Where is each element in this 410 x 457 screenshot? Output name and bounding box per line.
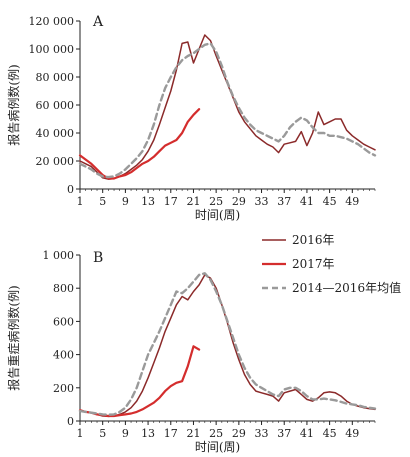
- x-tick-label: 21: [186, 195, 200, 208]
- x-tick-label: 41: [300, 427, 314, 440]
- series-line-2: [78, 42, 377, 179]
- x-tick-label: 29: [232, 427, 246, 440]
- y-axis-label: 报告重症病例数(例): [6, 285, 21, 390]
- x-tick-label: 37: [277, 195, 291, 208]
- x-tick-label: 5: [99, 195, 106, 208]
- series-line-2: [78, 272, 377, 416]
- x-tick-label: 1: [77, 427, 84, 440]
- panel-label: A: [92, 14, 104, 30]
- legend-label: 2016年: [292, 233, 335, 247]
- chart-panel-a: 0 20 000 40 000 60 000 80 000 100 000 120 000 1…: [6, 14, 377, 222]
- x-tick-label: 45: [323, 427, 337, 440]
- x-tick-label: 25: [209, 427, 223, 440]
- x-tick-label: 33: [255, 427, 269, 440]
- x-tick-label: 37: [277, 427, 291, 440]
- x-tick-label: 45: [323, 195, 337, 208]
- y-axis-label: 报告病例数(例): [6, 64, 21, 145]
- y-tick-label: 20 000: [36, 155, 75, 168]
- y-tick-label: 0: [67, 183, 74, 196]
- x-tick-label: 1: [77, 195, 84, 208]
- y-tick-label: 80 000: [36, 71, 75, 84]
- y-tick-label: 200: [53, 382, 74, 395]
- x-tick-label: 25: [209, 195, 223, 208]
- series-line-1: [78, 108, 201, 180]
- y-tick-label: 0: [67, 415, 74, 428]
- y-tick-label: 120 000: [29, 15, 75, 28]
- x-axis-label: 时间(周): [195, 208, 240, 222]
- y-tick-label: 40 000: [36, 127, 75, 140]
- legend-label: 2014—2016年均值: [292, 280, 401, 295]
- legend: 2016年 2017年 2014—2016年均值: [262, 233, 401, 295]
- panel-label: B: [93, 250, 103, 266]
- x-tick-label: 13: [141, 195, 155, 208]
- x-tick-label: 21: [186, 427, 200, 440]
- x-tick-label: 5: [99, 427, 106, 440]
- legend-label: 2017年: [292, 257, 335, 271]
- y-tick-label: 400: [53, 349, 74, 362]
- y-tick-label: 60 000: [36, 99, 75, 112]
- series-line-1: [78, 345, 201, 418]
- x-tick-label: 17: [164, 195, 178, 208]
- x-tick-label: 29: [232, 195, 246, 208]
- x-tick-label: 9: [122, 195, 129, 208]
- x-tick-label: 41: [300, 195, 314, 208]
- y-tick-label: 100 000: [29, 43, 75, 56]
- x-tick-label: 13: [141, 427, 155, 440]
- y-tick-label: 800: [53, 282, 74, 295]
- series-line-0: [79, 274, 376, 418]
- x-tick-label: 17: [164, 427, 178, 440]
- x-tick-label: 33: [255, 195, 269, 208]
- x-tick-label: 9: [122, 427, 129, 440]
- y-tick-label: 600: [53, 315, 74, 328]
- chart-panel-b: 0 200 400 600 800 1 000 1 5 9 13 17 21 25 29 33 37 41 45 4…: [6, 233, 401, 454]
- x-tick-label: 49: [345, 427, 359, 440]
- x-tick-label: 49: [345, 195, 359, 208]
- series-line-0: [79, 34, 376, 180]
- y-tick-label: 1 000: [43, 249, 75, 262]
- x-axis-label: 时间(周): [195, 440, 240, 454]
